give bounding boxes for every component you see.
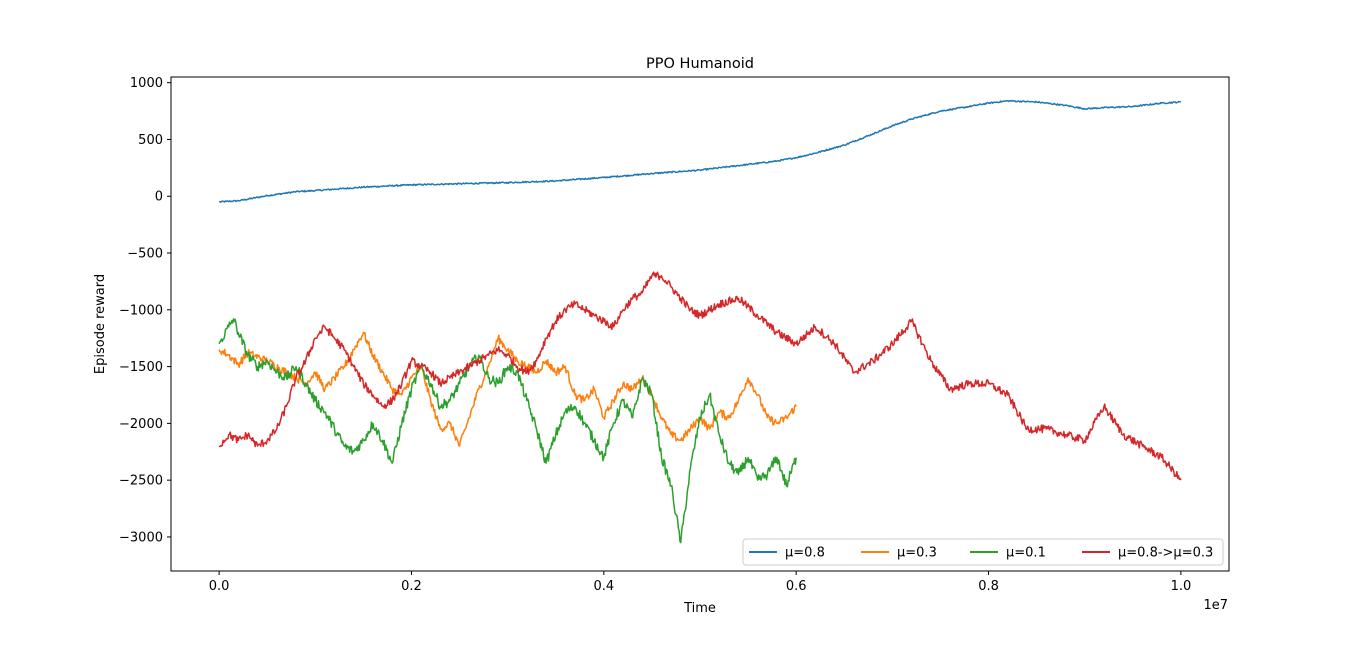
- x-tick-label: 0.4: [593, 579, 614, 594]
- legend: μ=0.8 μ=0.3 μ=0.1 μ=0.8->μ=0.3: [742, 538, 1224, 566]
- x-tick-label: 0.8: [978, 579, 999, 594]
- legend-label: μ=0.8: [785, 546, 825, 561]
- plot-frame: [170, 76, 1230, 572]
- legend-label: μ=0.3: [897, 546, 937, 561]
- x-tick-label: 0.0: [209, 579, 230, 594]
- x-axis: 0.0 0.2 0.4 0.6 0.8 1.0: [209, 571, 1192, 594]
- y-tick-label: −500: [127, 247, 163, 262]
- legend-label: μ=0.1: [1006, 546, 1046, 561]
- lines-layer: [218, 99, 1182, 544]
- x-tick-label: 0.2: [401, 579, 422, 594]
- y-tick-label: 500: [138, 133, 163, 148]
- y-tick-label: −2500: [119, 474, 163, 489]
- x-tick-label: 1.0: [1171, 579, 1192, 594]
- y-tick-label: 1000: [130, 76, 163, 91]
- series-line: [218, 271, 1182, 481]
- chart-title: PPO Humanoid: [646, 56, 754, 72]
- x-axis-offset-label: 1e7: [1203, 598, 1228, 613]
- y-axis: 1000 500 0 −500 −1000 −1500 −2000 −2500 −3000: [119, 76, 171, 545]
- y-tick-label: −2000: [119, 417, 163, 432]
- y-tick-label: 0: [155, 190, 163, 205]
- x-tick-label: 0.6: [786, 579, 807, 594]
- y-tick-label: −1000: [119, 303, 163, 318]
- y-tick-label: −3000: [119, 530, 163, 545]
- legend-label: μ=0.8->μ=0.3: [1118, 546, 1213, 561]
- y-tick-label: −1500: [119, 360, 163, 375]
- y-axis-label: Episode reward: [93, 274, 108, 374]
- series-line: [218, 318, 797, 544]
- series-line: [218, 99, 1182, 203]
- x-axis-label: Time: [683, 601, 716, 616]
